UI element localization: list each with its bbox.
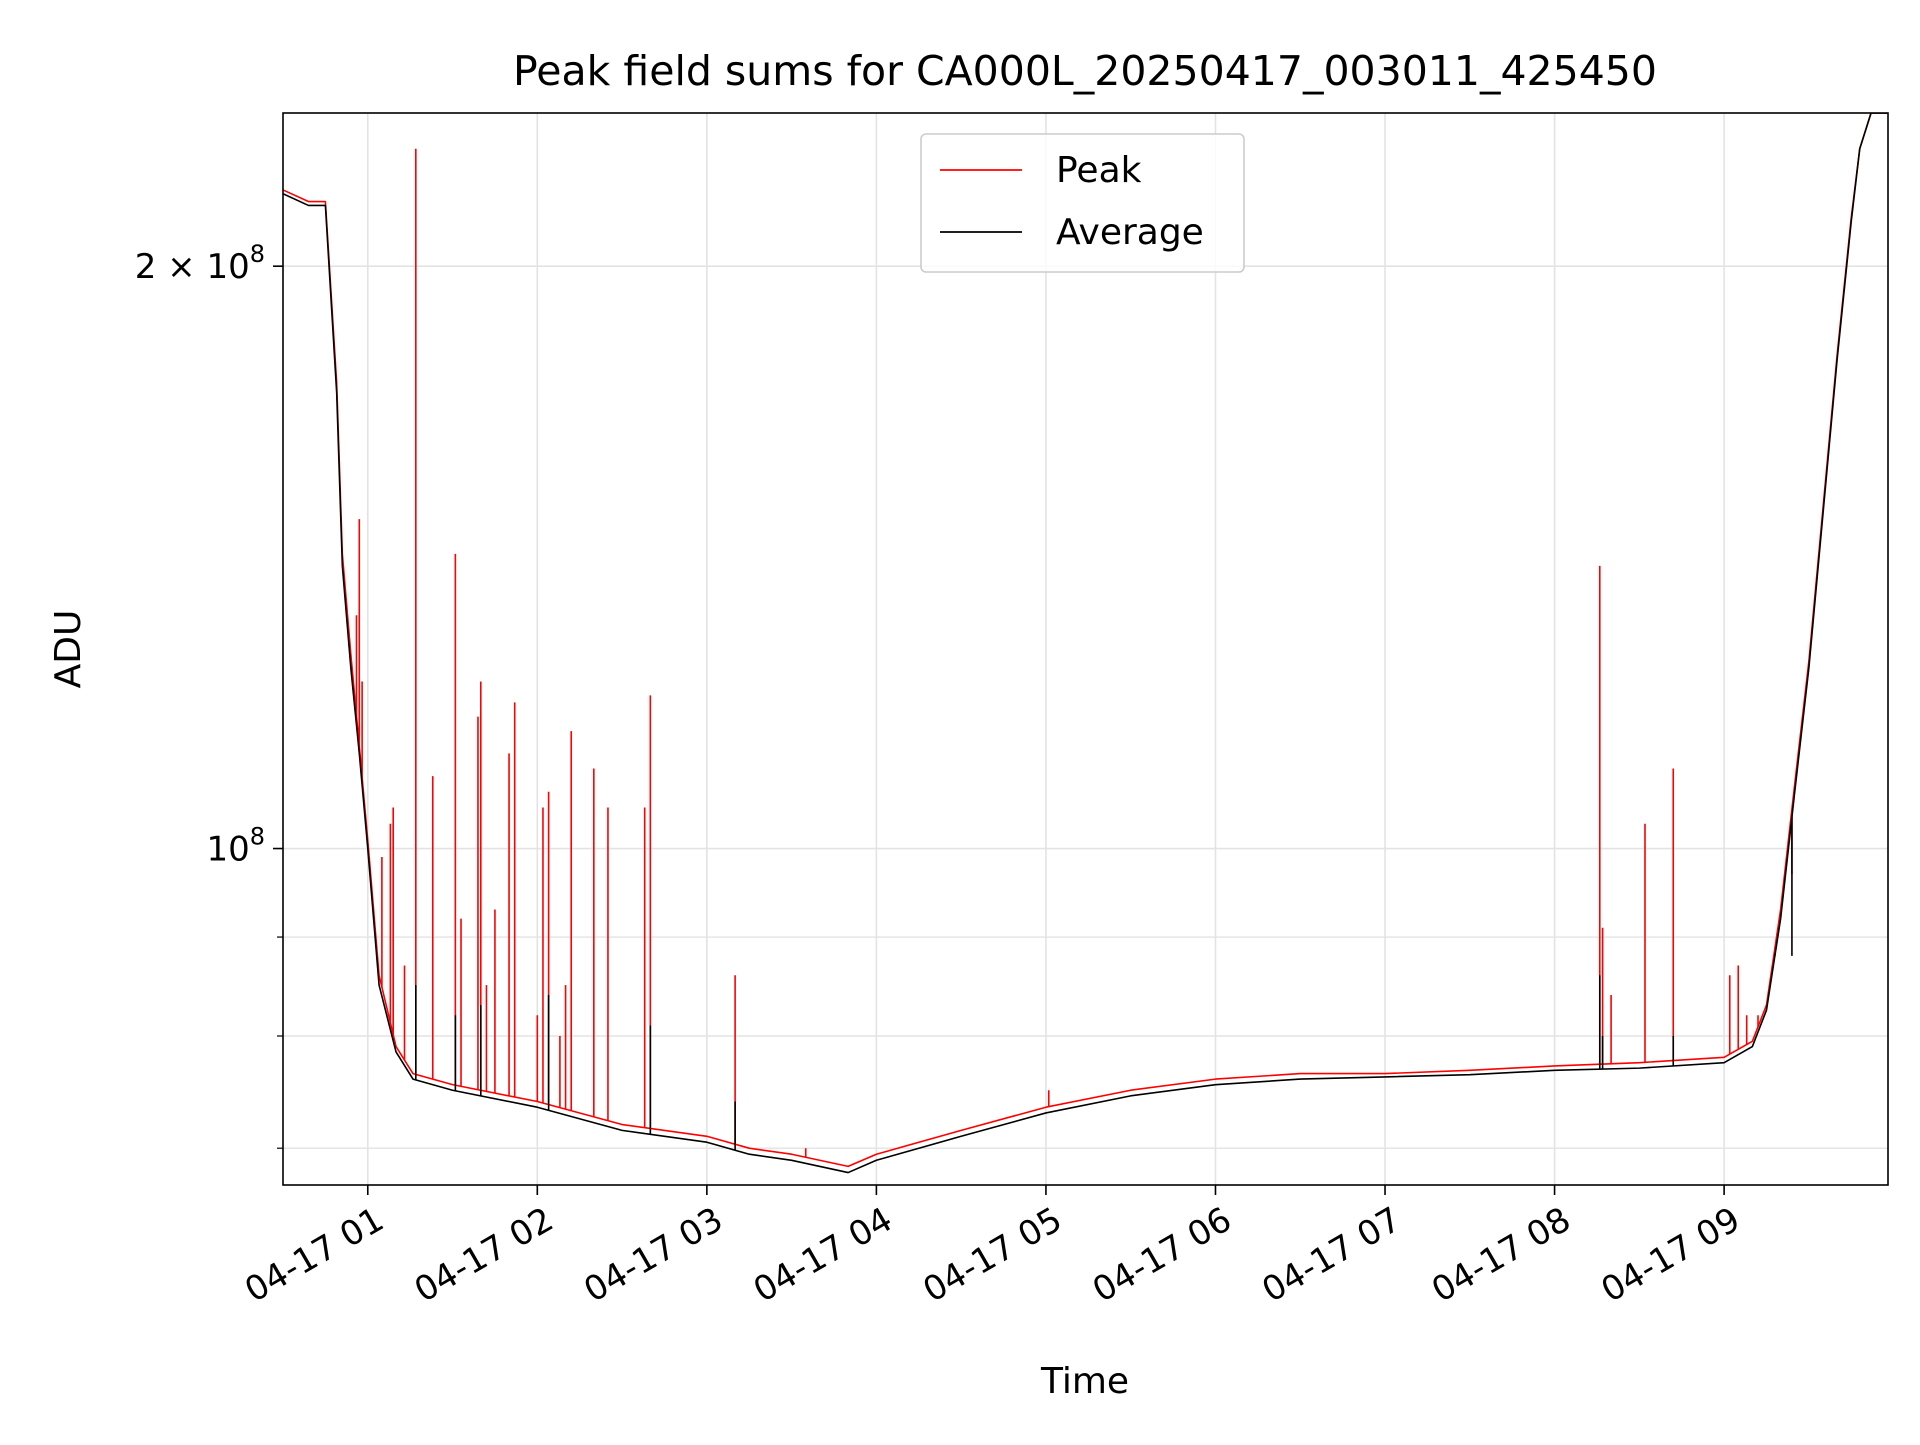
y-tick-label-exponent: 8 [250,240,265,268]
y-tick-label-mantissa: 10 [206,830,249,870]
legend-label-peak: Peak [1056,150,1142,191]
series-layer [283,113,1888,1174]
series-line-average [283,113,1888,1174]
y-tick-label-exponent: 8 [250,823,265,851]
y-tick-label: 108 [206,823,265,870]
y-tick-label-mantissa: 2 × 10 [135,247,250,287]
legend-box [920,133,1245,273]
chart-title: Peak field sums for CA000L_20250417_0030… [513,47,1657,95]
plot-frame [282,112,1889,1186]
y-tick-label: 2 × 108 [135,240,265,287]
x-axis-label: Time [1040,1361,1129,1402]
legend: Peak Average [920,133,1245,273]
legend-label-average: Average [1056,212,1204,253]
y-axis-label: ADU [48,610,89,689]
